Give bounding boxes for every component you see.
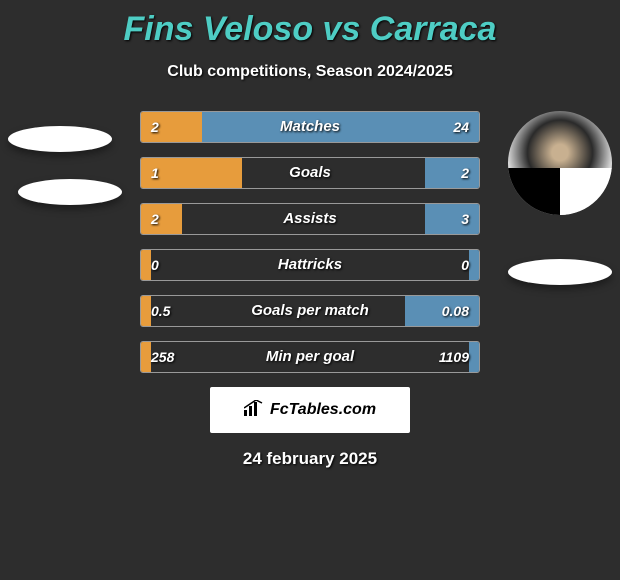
content-area: 2Matches241Goals22Assists30Hattricks00.5… <box>0 111 620 469</box>
avatar-shadow-left-2 <box>18 179 122 205</box>
stat-value-right: 2 <box>461 158 469 188</box>
comparison-title: Fins Veloso vs Carraca <box>0 0 620 49</box>
stats-bars: 2Matches241Goals22Assists30Hattricks00.5… <box>140 111 480 373</box>
comparison-subtitle: Club competitions, Season 2024/2025 <box>0 63 620 81</box>
avatar-shadow-left <box>8 126 112 152</box>
stat-label: Matches <box>141 112 479 142</box>
stat-label: Min per goal <box>141 342 479 372</box>
stat-label: Goals per match <box>141 296 479 326</box>
stat-row: 258Min per goal1109 <box>140 341 480 373</box>
stat-value-right: 0.08 <box>442 296 469 326</box>
stat-label: Hattricks <box>141 250 479 280</box>
stat-value-right: 24 <box>453 112 469 142</box>
comparison-date: 24 february 2025 <box>0 449 620 469</box>
stat-row: 0.5Goals per match0.08 <box>140 295 480 327</box>
stat-value-right: 1109 <box>439 342 469 372</box>
stat-value-right: 0 <box>461 250 469 280</box>
stat-row: 1Goals2 <box>140 157 480 189</box>
stat-row: 0Hattricks0 <box>140 249 480 281</box>
stat-row: 2Matches24 <box>140 111 480 143</box>
logo-text: FcTables.com <box>270 401 376 419</box>
avatar-right <box>508 111 612 215</box>
stat-label: Goals <box>141 158 479 188</box>
fctables-logo: FcTables.com <box>210 387 410 433</box>
stat-value-right: 3 <box>461 204 469 234</box>
stat-label: Assists <box>141 204 479 234</box>
chart-icon <box>244 400 264 421</box>
avatar-shadow-right <box>508 259 612 285</box>
stat-row: 2Assists3 <box>140 203 480 235</box>
